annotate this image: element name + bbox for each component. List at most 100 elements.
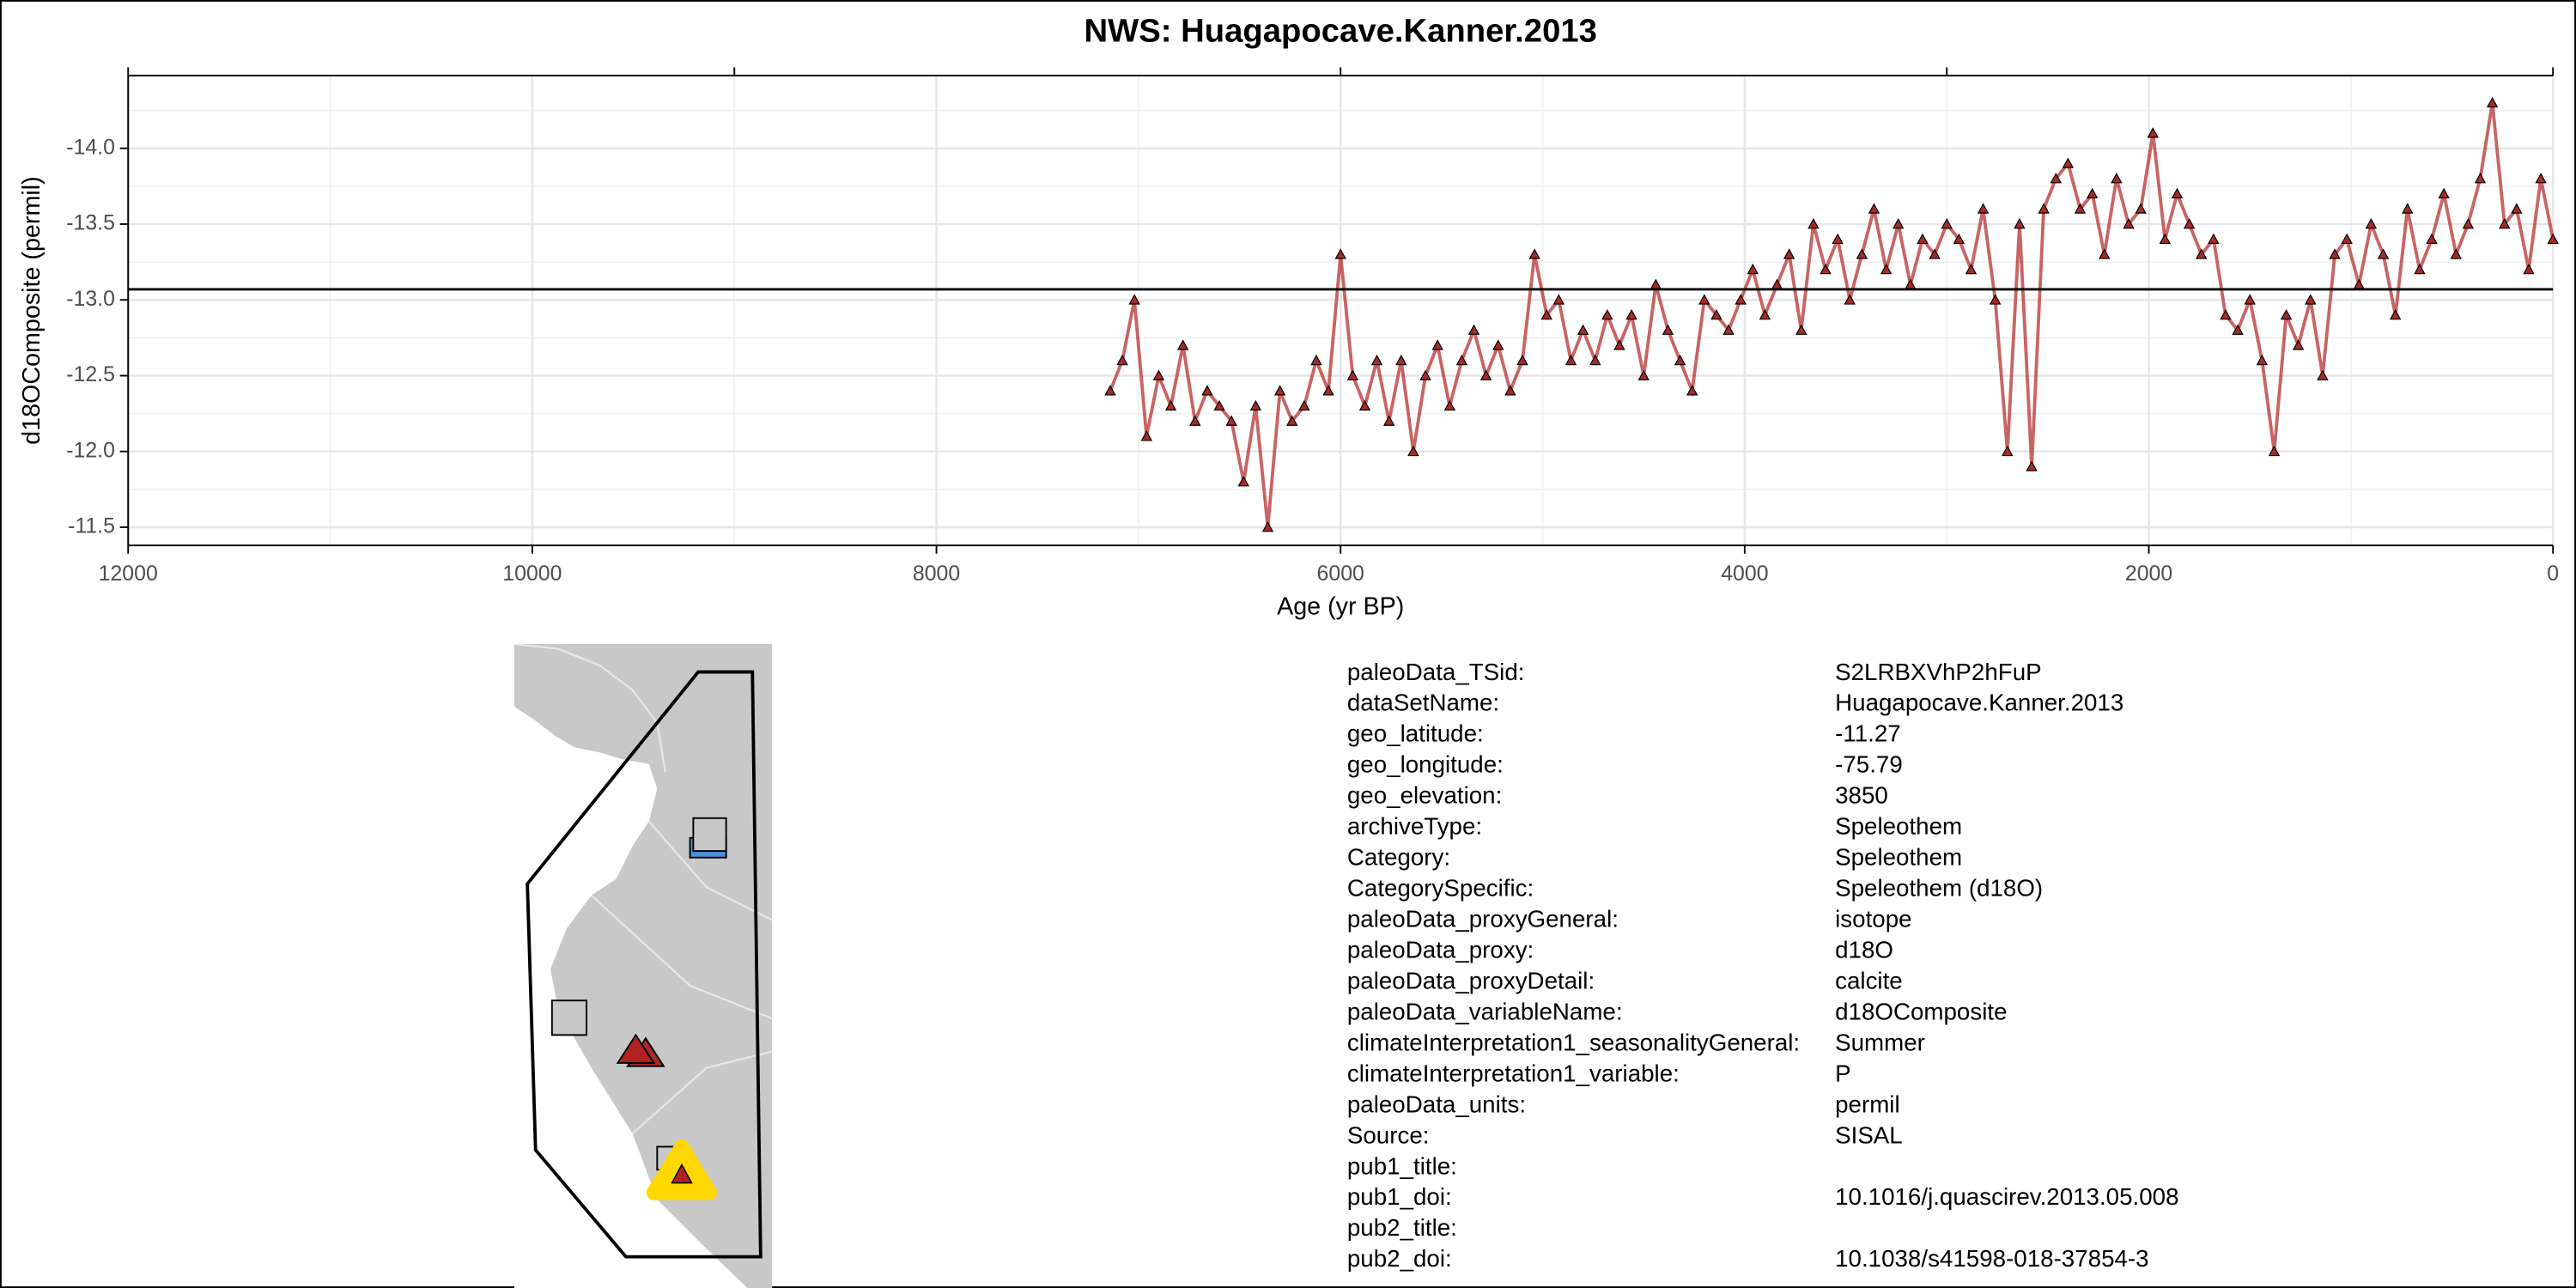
data-point xyxy=(2135,203,2147,214)
data-point xyxy=(1298,399,1310,411)
x-tick-label: 10000 xyxy=(502,562,562,586)
data-point xyxy=(1479,369,1492,380)
data-point xyxy=(1540,308,1552,320)
y-tick-label: -12.0 xyxy=(66,438,115,462)
data-point xyxy=(2317,369,2329,380)
meta-key: CategorySpecific: xyxy=(1347,875,1534,902)
x-axis-title: Age (yr BP) xyxy=(1277,592,1404,620)
data-point xyxy=(1953,233,1965,245)
data-point xyxy=(1552,294,1565,305)
data-point xyxy=(1286,415,1298,426)
data-point xyxy=(1795,324,1807,335)
data-point xyxy=(2002,445,2014,457)
data-point xyxy=(2377,248,2390,259)
meta-key: pub1_doi: xyxy=(1347,1183,1452,1210)
data-point xyxy=(1637,369,1649,380)
data-point xyxy=(2196,248,2208,259)
meta-value: P xyxy=(1835,1060,1850,1086)
data-point xyxy=(2523,264,2535,275)
meta-value: calcite xyxy=(1835,967,1903,993)
data-point xyxy=(2389,308,2402,320)
meta-key: geo_longitude: xyxy=(1347,751,1504,778)
data-point xyxy=(1213,399,1225,411)
y-tick-label: -13.5 xyxy=(66,211,115,235)
data-point xyxy=(2220,308,2232,320)
data-point xyxy=(1783,248,1795,259)
data-point xyxy=(2450,248,2462,259)
data-point xyxy=(1358,399,1371,411)
data-point xyxy=(2547,233,2559,245)
meta-key: Source: xyxy=(1347,1121,1430,1148)
data-point xyxy=(1237,476,1249,487)
meta-value: Summer xyxy=(1835,1029,1925,1055)
data-point xyxy=(1747,264,1759,275)
data-point xyxy=(1674,354,1686,366)
data-point xyxy=(1735,294,1747,305)
data-point xyxy=(1893,218,1905,229)
y-tick-label: -14.0 xyxy=(66,135,115,159)
data-point xyxy=(2535,173,2547,184)
data-point xyxy=(1722,324,1735,335)
data-point xyxy=(1382,415,1395,426)
data-point xyxy=(1977,203,1990,214)
meta-value: -75.79 xyxy=(1835,751,1903,778)
data-point xyxy=(2365,218,2378,229)
meta-key: geo_elevation: xyxy=(1347,782,1502,809)
data-point xyxy=(1613,339,1625,350)
x-tick-label: 2000 xyxy=(2125,562,2172,586)
data-point xyxy=(1249,399,1262,411)
data-point xyxy=(2305,294,2317,305)
data-point xyxy=(2111,173,2123,184)
data-point xyxy=(2402,203,2414,214)
data-point xyxy=(2426,233,2438,245)
data-point xyxy=(1310,354,1322,366)
meta-key: archiveType: xyxy=(1347,813,1482,840)
data-point xyxy=(1698,294,1710,305)
meta-value: Speleothem xyxy=(1835,813,1962,840)
data-point xyxy=(1965,264,1978,275)
site-marker xyxy=(550,999,587,1036)
site-marker xyxy=(692,817,727,853)
meta-key: paleoData_proxyGeneral: xyxy=(1347,906,1619,933)
data-point xyxy=(1152,369,1165,380)
data-point xyxy=(2123,218,2135,229)
data-point xyxy=(1710,308,1722,320)
data-point xyxy=(2147,127,2159,138)
meta-key: paleoData_units: xyxy=(1347,1091,1526,1117)
land xyxy=(513,644,773,1288)
data-point xyxy=(1662,324,1674,335)
data-point xyxy=(1989,294,2002,305)
plot-area: 12000 10000 8000 6000 4000 2000 0 -14.0 -13.5 -13… xyxy=(66,67,2559,586)
meta-key: paleoData_variableName: xyxy=(1347,998,1623,1024)
meta-key: paleoData_proxy: xyxy=(1347,936,1534,963)
data-point xyxy=(2244,294,2256,305)
map xyxy=(513,644,773,1288)
data-point xyxy=(1370,354,1383,366)
data-point xyxy=(1601,308,1613,320)
data-point xyxy=(1844,294,1856,305)
data-point xyxy=(2486,96,2499,108)
data-point xyxy=(2462,218,2475,229)
data-point xyxy=(1261,521,1274,532)
meta-value: d18OComposite xyxy=(1835,998,2007,1024)
data-point xyxy=(1564,354,1577,366)
data-point xyxy=(2268,445,2281,457)
data-point xyxy=(2292,339,2305,350)
data-point xyxy=(2062,157,2075,168)
meta-value: Speleothem (d18O) xyxy=(1835,875,2043,902)
region-outline xyxy=(526,670,762,1259)
chart-title: NWS: Huagapocave.Kanner.2013 xyxy=(1084,12,1597,49)
data-point xyxy=(1577,324,1589,335)
borders xyxy=(513,644,773,1135)
data-point xyxy=(1807,218,1820,229)
data-point xyxy=(1407,445,1419,457)
selected-site-marker xyxy=(671,1163,693,1184)
metadata-table: paleoData_TSid: S2LRBXVhP2hFuP dataSetName… xyxy=(1347,659,2179,1272)
data-point xyxy=(1625,308,1637,320)
data-point xyxy=(1880,264,1893,275)
data-point xyxy=(2499,218,2511,229)
data-point xyxy=(1528,248,1540,259)
meta-key: pub2_title: xyxy=(1347,1214,1457,1241)
data-point xyxy=(2183,218,2196,229)
data-point xyxy=(1116,354,1128,366)
